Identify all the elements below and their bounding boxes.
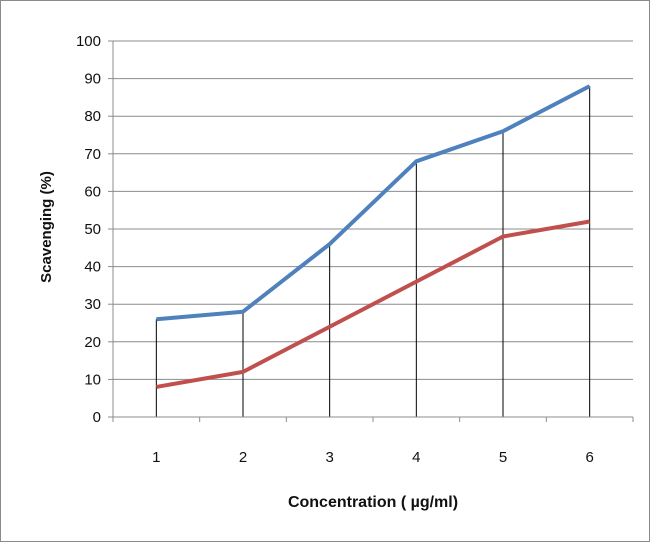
x-tick-label-1: 1 xyxy=(152,449,160,466)
y-axis-title: Scavenging (%) xyxy=(38,171,55,283)
y-tick-label-40: 40 xyxy=(84,259,101,276)
x-tick-label-5: 5 xyxy=(499,449,507,466)
axes xyxy=(112,41,634,422)
y-tick-labels: 0 10 20 30 40 50 60 70 80 90 100 xyxy=(76,33,113,426)
y-tick-label-70: 70 xyxy=(84,146,101,163)
series-line-1 xyxy=(156,84,591,322)
y-tick-label-0: 0 xyxy=(93,409,101,426)
x-tick-label-2: 2 xyxy=(239,449,247,466)
y-tick-label-50: 50 xyxy=(84,221,101,238)
y-tick-label-80: 80 xyxy=(84,108,101,125)
series-layer xyxy=(155,84,591,389)
y-tick-label-60: 60 xyxy=(84,183,101,200)
x-tick-label-4: 4 xyxy=(412,449,420,466)
x-tick-labels: 1 2 3 4 5 6 xyxy=(152,449,594,466)
y-tick-label-10: 10 xyxy=(84,371,101,388)
x-axis-title: Concentration ( µg/ml) xyxy=(288,494,458,511)
series-line-2 xyxy=(155,219,591,389)
drop-lines xyxy=(155,86,591,417)
x-tick-label-6: 6 xyxy=(585,449,593,466)
x-tick-label-3: 3 xyxy=(325,449,333,466)
y-tick-label-90: 90 xyxy=(84,71,101,88)
y-tick-label-30: 30 xyxy=(84,296,101,313)
y-tick-label-100: 100 xyxy=(76,33,101,50)
gridlines xyxy=(113,40,633,380)
y-tick-label-20: 20 xyxy=(84,334,101,351)
